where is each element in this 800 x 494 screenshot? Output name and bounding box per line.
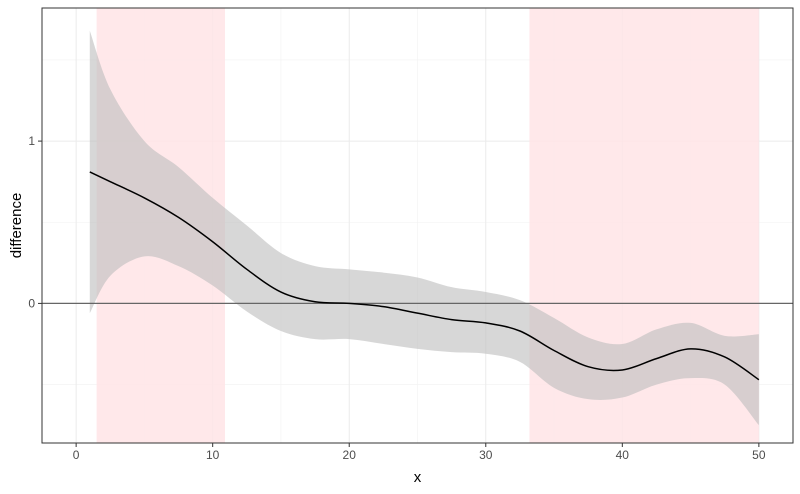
series-line [89,171,760,381]
x-tick-label: 0 [73,448,80,462]
x-tick-label: 50 [752,448,766,462]
y-tick-label: 1 [28,134,35,148]
y-tick-label: 0 [28,296,35,310]
series-line-group [89,171,760,381]
confidence-band-area [89,30,759,426]
x-axis-title: x [414,469,422,486]
confidence-band [89,30,759,426]
plot-panel-border [41,7,794,444]
x-tick-label: 30 [479,448,493,462]
x-tick-label: 10 [206,448,220,462]
x-axis: 0 10 20 30 40 50 [73,443,766,462]
x-tick-label: 40 [616,448,630,462]
y-axis-title: difference [8,193,25,259]
x-tick-label: 20 [343,448,357,462]
y-axis: 01 [28,134,42,310]
